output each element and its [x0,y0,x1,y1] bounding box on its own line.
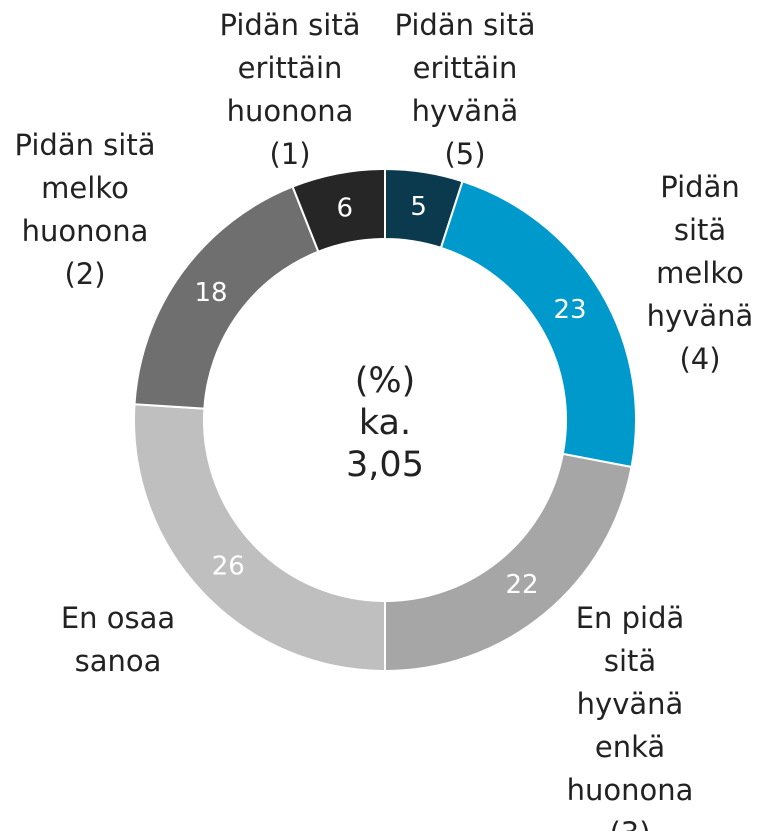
value-label: 5 [410,192,427,222]
category-label: En osaa sanoa [60,601,176,678]
category-label: Pidän sitä melko huonona (2) [14,128,156,291]
value-label: 6 [336,193,353,223]
category-label: Pidän sitä erittäin huonona (1) [219,8,361,171]
value-label: 22 [505,570,538,600]
donut-segment [291,167,386,254]
donut-segment [439,180,637,469]
category-label: En pidä sitä hyvänä enkä huonona (3) [566,601,694,831]
value-label: 18 [195,278,228,308]
category-label: Pidän sitä erittäin hyvänä (5) [394,8,536,171]
center-label: (%) ka. 3,05 [346,361,424,485]
value-label: 23 [554,295,587,325]
donut-segment [133,403,386,673]
category-label: Pidän sitä melko hyvänä (4) [646,170,754,376]
value-label: 26 [212,552,245,582]
